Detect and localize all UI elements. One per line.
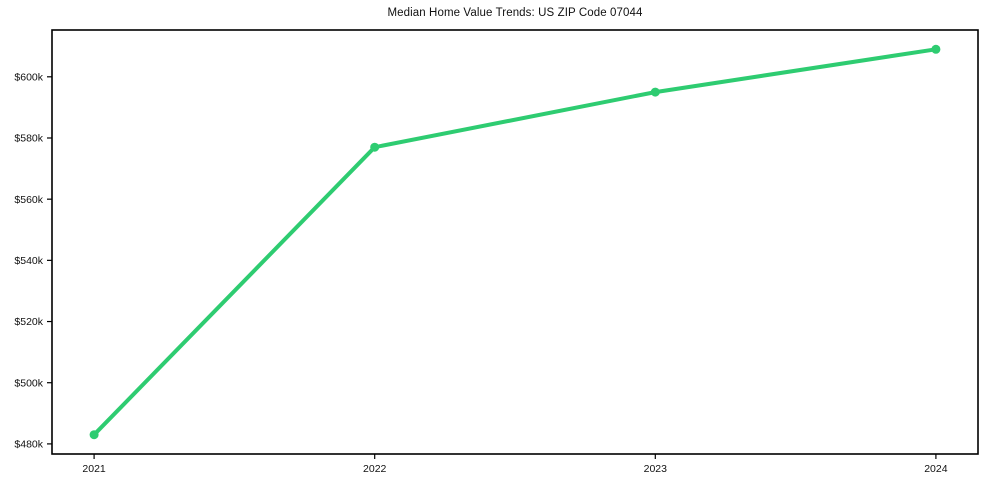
plot-border: [51, 29, 979, 455]
chart-title: Median Home Value Trends: US ZIP Code 07…: [387, 7, 643, 19]
trend-line: [92, 47, 938, 437]
data-point-marker: [89, 430, 99, 440]
data-point-marker: [650, 87, 660, 97]
y-axis-tick-label: $480k: [14, 439, 43, 451]
x-axis-tick-label: 2022: [363, 463, 387, 475]
data-point-marker: [931, 44, 941, 54]
y-axis-tick-label: $520k: [14, 316, 43, 328]
x-axis-tick-label: 2024: [924, 463, 948, 475]
y-axis-tick-label: $560k: [14, 194, 43, 206]
y-axis-tick-label: $580k: [14, 133, 43, 145]
y-axis-tick-label: $540k: [14, 255, 43, 267]
y-axis-tick-label: $500k: [14, 377, 43, 389]
x-axis-tick-label: 2021: [82, 463, 106, 475]
x-axis-tick-label: 2023: [644, 463, 668, 475]
data-point-marker: [370, 142, 380, 152]
y-axis-tick-label: $600k: [14, 72, 43, 84]
